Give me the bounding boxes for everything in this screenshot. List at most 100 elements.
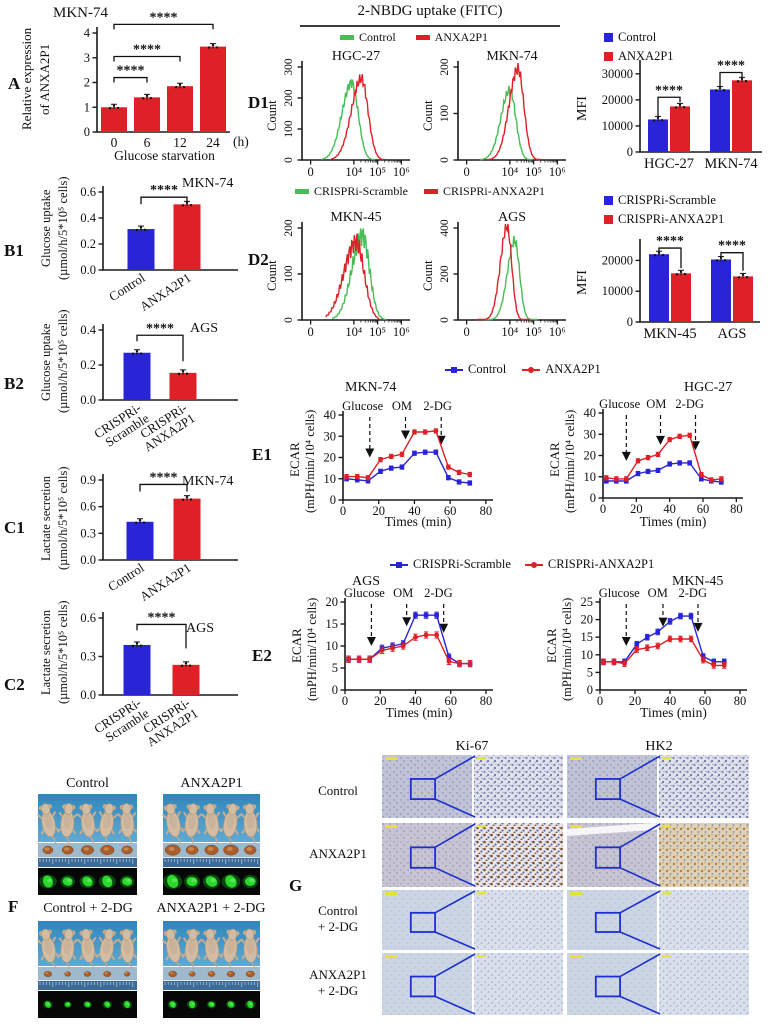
- ylabel-B1-1: Glucose uptake: [39, 189, 53, 267]
- g-row-label-4: ANXA2P1 + 2-DG: [296, 967, 380, 999]
- bar: [732, 80, 752, 152]
- scale-bar: [477, 892, 486, 895]
- xlabel-E2a: Times (min): [385, 705, 453, 720]
- ylabel-B1-2: (µmol/h/5*10⁵ cells): [56, 176, 70, 280]
- svg-text:0: 0: [283, 317, 295, 323]
- svg-text:5: 5: [332, 661, 338, 675]
- svg-text:****: ****: [133, 43, 161, 58]
- mouse: [77, 928, 99, 973]
- ihc-low-mag: [382, 953, 472, 1015]
- g-col-hk2: HK2: [645, 739, 673, 754]
- svg-text:10⁶: 10⁶: [393, 325, 410, 339]
- legend-e1: Control ANXA2P1: [445, 362, 601, 377]
- legend-d1: Control ANXA2P1: [340, 30, 488, 45]
- chart-title-A: MKN-74: [53, 5, 108, 21]
- svg-text:0.0: 0.0: [80, 263, 96, 277]
- svg-text:0: 0: [84, 125, 90, 139]
- svg-text:400: 400: [439, 219, 451, 237]
- svg-text:10⁶: 10⁶: [549, 325, 566, 339]
- scale-bar: [570, 757, 582, 760]
- legend-item: CRISPRi-Scramble: [604, 193, 716, 208]
- g-cell-1-1: [562, 822, 749, 887]
- svg-text:40: 40: [663, 502, 676, 516]
- svg-text:80: 80: [730, 502, 743, 516]
- injection-arrow: [693, 622, 703, 632]
- svg-text:10⁴: 10⁴: [501, 165, 518, 179]
- svg-text:4: 4: [84, 26, 91, 40]
- svg-text:0.6: 0.6: [80, 611, 96, 625]
- inset-box: [409, 911, 436, 933]
- svg-text:0: 0: [439, 157, 451, 163]
- legend-mfi1: Control ANXA2P1: [604, 30, 674, 64]
- xlabel-A: Glucose starvation: [114, 148, 215, 163]
- mouse: [240, 803, 261, 848]
- bar: [733, 276, 753, 322]
- chart-E2b: 0 5 10 15 20 25 0 20 40 60 80 Glucose OM 2-DG: [581, 586, 747, 708]
- svg-text:OM: OM: [393, 586, 413, 600]
- scale-bar: [662, 892, 671, 895]
- inset-box: [594, 846, 621, 869]
- mouse: [161, 803, 185, 847]
- tumor: [43, 971, 52, 977]
- svg-text:2-DG: 2-DG: [424, 586, 452, 600]
- ylabel-C2-1: Lactate secretion: [39, 609, 53, 695]
- xlabel-E1a: Times (min): [384, 514, 452, 529]
- chart-title-C1: MKN-74: [182, 474, 234, 489]
- mouse: [116, 803, 138, 848]
- chart-title-H4: AGS: [497, 210, 526, 225]
- legend-item: Control: [445, 362, 506, 377]
- ihc-low-mag: [382, 890, 472, 950]
- panel-label-E2: E2: [252, 646, 272, 665]
- chart-H2: 0 100 200 0 10⁴ 10⁵ 10⁶: [439, 58, 566, 179]
- inset-box: [594, 778, 621, 801]
- bar: [172, 664, 200, 695]
- histogram-curve-red: [476, 223, 531, 321]
- bar: [167, 86, 193, 132]
- ylabel-A-1: Relative expression: [19, 27, 34, 131]
- bar: [134, 97, 160, 132]
- svg-text:10⁴: 10⁴: [501, 325, 518, 339]
- svg-text:20: 20: [374, 694, 387, 708]
- series-red: [606, 434, 722, 481]
- inset-box: [594, 975, 621, 998]
- svg-text:10⁴: 10⁴: [345, 325, 362, 339]
- sig-bracket: [113, 23, 214, 30]
- svg-text:40: 40: [324, 408, 337, 422]
- svg-text:100: 100: [283, 265, 295, 283]
- svg-text:0: 0: [600, 502, 606, 516]
- panel-label-G: G: [289, 876, 303, 895]
- xunit-A: (h): [233, 134, 249, 149]
- bar: [711, 259, 731, 322]
- inset-box: [409, 778, 436, 801]
- svg-text:10⁶: 10⁶: [393, 165, 410, 179]
- svg-text:30: 30: [324, 429, 337, 443]
- chart-title-H3: MKN-45: [330, 210, 382, 225]
- legend-e2: CRISPRi-Scramble CRISPRi-ANXA2P1: [390, 557, 654, 572]
- svg-text:60: 60: [444, 504, 457, 518]
- svg-text:OM: OM: [392, 399, 412, 413]
- mouse: [37, 928, 60, 972]
- svg-text:Glucose: Glucose: [342, 399, 383, 413]
- sig-bracket: [113, 55, 181, 62]
- tumor: [103, 971, 112, 977]
- svg-text:20000: 20000: [602, 93, 633, 107]
- mouse: [201, 928, 223, 973]
- svg-text:12: 12: [173, 135, 187, 150]
- legend-swatch-red: [522, 366, 541, 373]
- legend-label: CRISPRi-ANXA2P1: [443, 184, 546, 198]
- bar: [649, 254, 669, 322]
- bar: [123, 644, 151, 695]
- mouse: [181, 803, 203, 848]
- scale-bar: [477, 955, 486, 958]
- ihc-high-mag: [474, 890, 563, 950]
- ihc-low-mag: [382, 823, 472, 887]
- svg-text:200: 200: [439, 265, 451, 283]
- legend-item: ANXA2P1: [604, 49, 674, 64]
- tumor: [245, 970, 255, 978]
- scale-bar: [385, 955, 397, 958]
- bar: [123, 352, 151, 400]
- svg-text:200: 200: [283, 219, 295, 237]
- injection-arrow: [439, 623, 449, 633]
- histogram-curve-red: [325, 233, 380, 320]
